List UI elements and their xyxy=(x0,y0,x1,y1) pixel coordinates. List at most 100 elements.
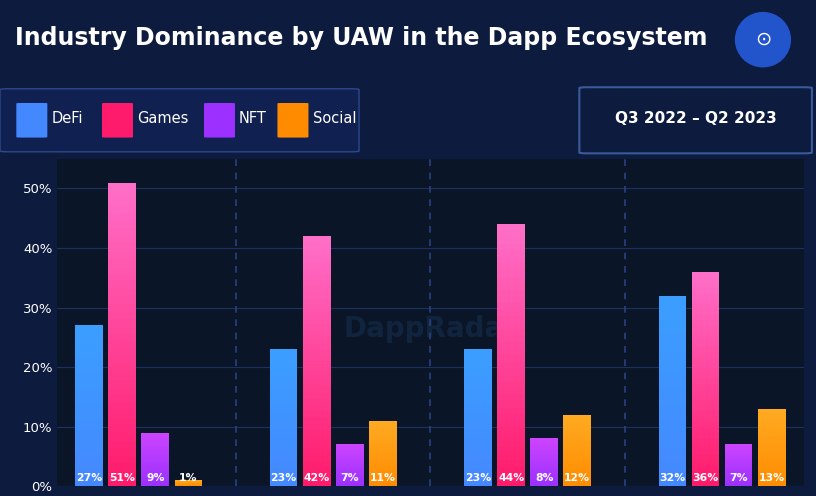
Bar xyxy=(109,456,136,463)
Bar xyxy=(725,458,752,459)
Text: 11%: 11% xyxy=(370,473,396,483)
Bar xyxy=(497,362,525,368)
Bar xyxy=(303,255,330,261)
Bar xyxy=(530,450,558,451)
Bar xyxy=(336,467,364,468)
Bar xyxy=(336,469,364,470)
Bar xyxy=(109,395,136,403)
Bar xyxy=(369,458,397,460)
Bar xyxy=(497,296,525,303)
Bar xyxy=(659,405,686,410)
Bar xyxy=(530,472,558,473)
Bar xyxy=(303,448,330,455)
Bar xyxy=(270,407,298,411)
Bar xyxy=(369,476,397,478)
Bar xyxy=(464,376,492,380)
Bar xyxy=(758,439,786,441)
Bar xyxy=(369,478,397,480)
Bar xyxy=(109,311,136,319)
Bar xyxy=(659,391,686,396)
Bar xyxy=(692,465,720,470)
Bar xyxy=(336,462,364,463)
Bar xyxy=(141,467,169,469)
Bar xyxy=(75,426,103,430)
Bar xyxy=(692,459,720,465)
Bar xyxy=(659,353,686,358)
Bar xyxy=(141,446,169,447)
Bar xyxy=(530,439,558,441)
Bar xyxy=(530,465,558,466)
Bar xyxy=(141,439,169,440)
Bar xyxy=(75,373,103,377)
Bar xyxy=(659,386,686,391)
Bar xyxy=(270,472,298,476)
Bar xyxy=(270,425,298,428)
Bar xyxy=(369,465,397,466)
Bar xyxy=(692,283,720,288)
Bar xyxy=(141,444,169,446)
Bar xyxy=(497,453,525,460)
Bar xyxy=(336,473,364,474)
Bar xyxy=(75,366,103,370)
Bar xyxy=(75,470,103,474)
Bar xyxy=(464,421,492,425)
Bar xyxy=(692,470,720,475)
Bar xyxy=(303,349,330,355)
Text: 9%: 9% xyxy=(146,473,165,483)
Bar xyxy=(530,477,558,478)
Bar xyxy=(109,387,136,395)
Bar xyxy=(464,394,492,397)
Bar xyxy=(725,459,752,460)
Bar xyxy=(659,296,686,301)
Bar xyxy=(336,466,364,467)
Bar xyxy=(303,430,330,436)
Bar xyxy=(659,400,686,405)
Bar xyxy=(270,414,298,418)
Bar xyxy=(75,329,103,333)
Bar xyxy=(141,434,169,435)
Bar xyxy=(659,467,686,472)
Bar xyxy=(725,484,752,485)
Bar xyxy=(109,319,136,327)
Bar xyxy=(141,462,169,463)
Bar xyxy=(270,397,298,401)
Bar xyxy=(497,270,525,277)
Bar xyxy=(725,444,752,445)
Bar xyxy=(530,441,558,442)
Bar xyxy=(109,365,136,372)
Bar xyxy=(109,334,136,342)
Bar xyxy=(75,454,103,458)
Bar xyxy=(725,445,752,446)
Bar xyxy=(758,434,786,436)
Bar xyxy=(369,437,397,438)
Bar xyxy=(659,420,686,424)
FancyBboxPatch shape xyxy=(0,89,359,152)
Bar xyxy=(270,455,298,459)
Bar xyxy=(303,436,330,442)
Bar xyxy=(75,414,103,418)
Bar xyxy=(270,366,298,370)
Bar xyxy=(725,452,752,453)
Bar xyxy=(141,485,169,486)
Bar xyxy=(336,453,364,454)
Bar xyxy=(530,484,558,485)
Bar xyxy=(530,443,558,444)
Bar xyxy=(141,455,169,457)
Bar xyxy=(464,401,492,404)
Bar xyxy=(497,408,525,414)
Bar xyxy=(109,213,136,220)
Bar xyxy=(303,474,330,480)
Bar xyxy=(75,478,103,482)
Bar xyxy=(758,461,786,463)
Bar xyxy=(758,430,786,432)
Bar xyxy=(725,457,752,458)
Bar xyxy=(692,336,720,341)
Bar xyxy=(758,415,786,417)
Bar xyxy=(659,381,686,386)
Bar xyxy=(530,449,558,450)
Bar xyxy=(530,478,558,479)
Bar xyxy=(464,349,492,353)
Bar xyxy=(141,440,169,442)
Text: DeFi: DeFi xyxy=(51,111,83,126)
Bar xyxy=(659,396,686,400)
